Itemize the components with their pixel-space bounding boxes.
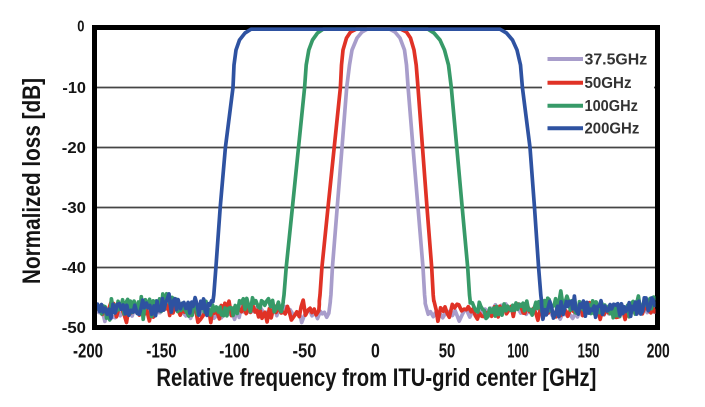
svg-text:Normalized loss [dB]: Normalized loss [dB] [18,78,46,284]
svg-text:200GHz: 200GHz [585,121,640,138]
svg-text:37.5GHz: 37.5GHz [585,51,648,68]
svg-text:50GHz: 50GHz [585,75,632,92]
svg-text:200: 200 [647,341,670,363]
svg-text:100GHz: 100GHz [585,98,639,115]
svg-text:100: 100 [507,341,529,363]
svg-text:-50: -50 [293,341,317,363]
svg-text:-10: -10 [62,80,86,97]
svg-text:-50: -50 [62,320,86,337]
svg-text:0: 0 [371,341,380,363]
svg-text:0: 0 [77,18,84,35]
svg-text:-20: -20 [62,140,86,157]
svg-text:Relative frequency from ITU-gr: Relative frequency from ITU-grid center … [156,364,596,392]
svg-text:150: 150 [578,341,600,363]
svg-text:-200: -200 [73,341,103,363]
svg-text:-40: -40 [62,260,86,277]
svg-text:-150: -150 [146,341,177,363]
svg-text:-30: -30 [62,200,86,217]
svg-text:50: 50 [439,341,456,363]
svg-text:-100: -100 [219,341,250,363]
